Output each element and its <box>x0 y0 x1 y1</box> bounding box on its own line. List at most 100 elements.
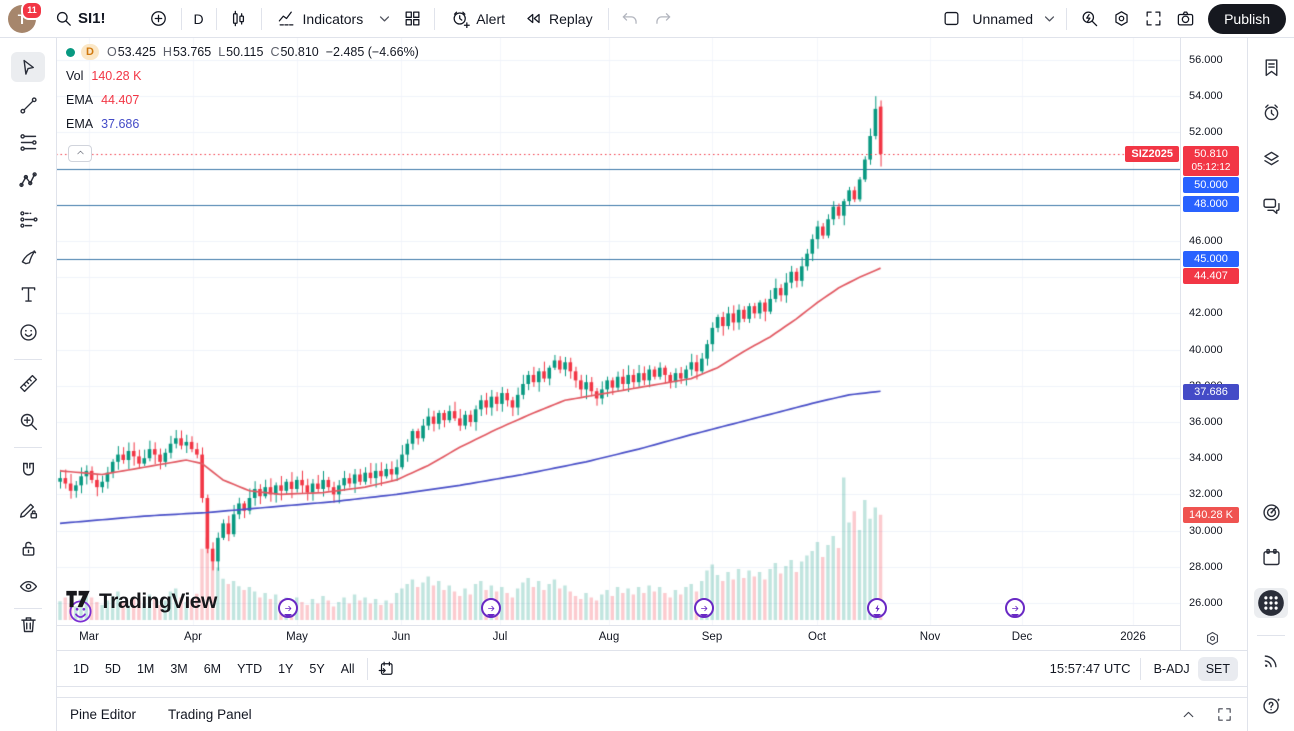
redo-icon[interactable] <box>648 5 678 33</box>
alerts-panel-button[interactable] <box>1254 97 1288 127</box>
avatar-letter: T <box>17 10 27 27</box>
toolbar-divider <box>607 7 609 30</box>
alert-plus-icon <box>450 5 470 33</box>
timeline-event-marker[interactable] <box>481 598 501 618</box>
interval-button[interactable]: D <box>189 5 209 33</box>
panel-expand-chevron-icon[interactable] <box>1178 705 1198 725</box>
chat-panel-button[interactable] <box>1254 190 1288 220</box>
zoom-in-tool-button[interactable] <box>11 406 45 436</box>
notification-badge: 11 <box>21 0 43 20</box>
timeline-event-marker[interactable] <box>694 598 714 618</box>
legend-collapse-button[interactable] <box>68 145 92 162</box>
remove-drawings-tool-button[interactable] <box>11 609 45 639</box>
timeline-event-marker[interactable] <box>278 598 298 618</box>
panel-maximize-icon[interactable] <box>1214 705 1234 725</box>
screener-panel-button[interactable] <box>1254 497 1288 527</box>
help-button-button[interactable] <box>1254 690 1288 720</box>
drawing-edit-tool-button[interactable] <box>11 495 45 525</box>
quick-search-icon[interactable] <box>1074 5 1104 33</box>
settings-gear-icon[interactable] <box>1106 5 1136 33</box>
pattern-tool-button[interactable] <box>11 165 45 195</box>
publish-button[interactable]: Publish <box>1208 3 1286 34</box>
clock-utc[interactable]: 15:57:47 UTC <box>1049 661 1131 676</box>
legend-ema-slow-row[interactable]: EMA 37.686 <box>66 117 140 131</box>
range-1d-button[interactable]: 1D <box>66 657 96 681</box>
cursor-tool-button[interactable] <box>11 52 45 82</box>
layout-name-button[interactable]: Unnamed <box>968 5 1037 33</box>
last-price-countdown-badge[interactable]: 50.810 05:12:12 <box>1183 146 1239 176</box>
session-settings-button[interactable]: SET <box>1197 656 1238 681</box>
symbol-search[interactable]: SI1! <box>46 5 112 33</box>
ema-fast-value: 44.407 <box>101 93 140 107</box>
price-axis[interactable]: 56.00054.00052.00050.00048.00046.00044.0… <box>1180 38 1247 650</box>
watchlist-panel-button[interactable] <box>1254 52 1288 82</box>
ruler-tool-button[interactable] <box>11 368 45 398</box>
indicators-button[interactable]: Indicators <box>269 5 372 33</box>
range-6m-button[interactable]: 6M <box>197 657 228 681</box>
toolbar-divider <box>1066 7 1068 30</box>
calendar-panel-button[interactable] <box>1254 542 1288 572</box>
price-tick-label: 26.000 <box>1189 597 1223 609</box>
range-5d-button[interactable]: 5D <box>98 657 128 681</box>
layout-icon[interactable] <box>936 5 966 33</box>
price-badge[interactable]: 44.407 <box>1183 268 1239 284</box>
streams-panel-button[interactable] <box>1254 645 1288 675</box>
time-axis[interactable]: Mar Apr May Jun Jul Aug Sep Oct Nov Dec 2026 <box>56 625 1180 650</box>
price-badge[interactable]: 37.686 <box>1183 384 1239 400</box>
lock-drawings-tool-button[interactable] <box>11 533 45 563</box>
time-tick-label: Mar <box>79 631 99 643</box>
text-tool-button[interactable] <box>11 279 45 309</box>
emoji-tool-button[interactable] <box>11 317 45 347</box>
trend-line-tool-button[interactable] <box>11 90 45 120</box>
legend-ema-fast-row[interactable]: EMA 44.407 <box>66 93 140 107</box>
alert-button[interactable]: Alert <box>442 5 513 33</box>
avatar[interactable]: T 11 <box>8 0 43 33</box>
apps-menu-button[interactable] <box>1254 588 1288 618</box>
undo-icon[interactable] <box>616 5 646 33</box>
top-toolbar: T 11 SI1! D Indicators Alert Replay <box>0 0 1294 38</box>
price-tick-label: 56.000 <box>1189 54 1223 66</box>
adjustment-toggle[interactable]: B-ADJ <box>1153 661 1190 676</box>
smiley-annotation[interactable] <box>67 598 94 625</box>
price-tick-label: 34.000 <box>1189 452 1223 465</box>
contract-switch-marker[interactable] <box>867 598 887 618</box>
range-1m-button[interactable]: 1M <box>130 657 161 681</box>
fib-retracement-tool-button[interactable] <box>11 127 45 157</box>
legend-volume-row[interactable]: Vol 140.28 K <box>66 69 142 83</box>
price-chart-canvas[interactable] <box>56 38 1180 650</box>
main-area: D O 53.425 H 53.765 L 50.115 C 50.810 −2.485… <box>0 38 1294 731</box>
range-ytd-button[interactable]: YTD <box>230 657 269 681</box>
indicator-templates-chevron-icon[interactable] <box>373 5 395 33</box>
legend-ohlc-row[interactable]: D O 53.425 H 53.765 L 50.115 C 50.810 −2.485… <box>66 43 426 61</box>
brush-tool-button[interactable] <box>11 242 45 272</box>
time-tick-label: May <box>286 631 308 643</box>
layout-chevron-icon[interactable] <box>1039 5 1059 33</box>
open-value: 53.425 <box>117 45 156 59</box>
replay-button[interactable]: Replay <box>515 5 601 33</box>
chart-style-icon[interactable] <box>224 5 254 33</box>
object-tree-panel-button[interactable] <box>1254 143 1288 173</box>
forecast-tool-button[interactable] <box>11 204 45 234</box>
contract-tag[interactable]: SIZ2025 <box>1125 146 1179 162</box>
price-badge[interactable]: 50.000 <box>1183 177 1239 193</box>
indicator-templates-grid-icon[interactable] <box>397 5 427 33</box>
price-badge[interactable]: 45.000 <box>1183 251 1239 267</box>
range-3m-button[interactable]: 3M <box>163 657 194 681</box>
range-5y-button[interactable]: 5Y <box>302 657 331 681</box>
fullscreen-icon[interactable] <box>1138 5 1168 33</box>
axis-settings-gear-icon[interactable] <box>1204 630 1221 647</box>
price-badge[interactable]: 48.000 <box>1183 196 1239 212</box>
price-badge[interactable]: 140.28 K <box>1183 507 1239 523</box>
tab-pine-editor[interactable]: Pine Editor <box>70 707 137 722</box>
compare-symbol-icon[interactable] <box>144 5 174 33</box>
snapshot-camera-icon[interactable] <box>1170 5 1200 33</box>
timeline-event-marker[interactable] <box>1005 598 1025 618</box>
ema-slow-value: 37.686 <box>101 117 140 131</box>
range-all-button[interactable]: All <box>334 657 362 681</box>
go-to-date-icon[interactable] <box>373 657 399 681</box>
tab-trading-panel[interactable]: Trading Panel <box>168 707 252 722</box>
rail-divider <box>14 359 42 360</box>
range-1y-button[interactable]: 1Y <box>271 657 300 681</box>
magnet-tool-button[interactable] <box>11 455 45 485</box>
hide-drawings-tool-button[interactable] <box>11 571 45 601</box>
